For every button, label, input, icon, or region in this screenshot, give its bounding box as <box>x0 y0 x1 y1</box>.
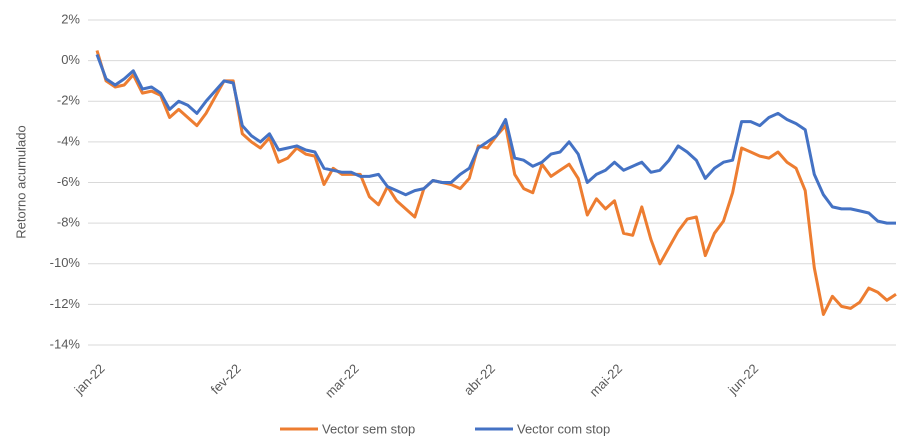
x-tick-label: mai-22 <box>586 361 625 400</box>
y-tick-label: -8% <box>57 215 81 230</box>
y-tick-label: -14% <box>50 336 81 351</box>
legend-label: Vector sem stop <box>322 421 415 436</box>
line-series <box>95 53 896 225</box>
y-tick-label: -6% <box>57 174 81 189</box>
y-tick-label: -12% <box>50 296 81 311</box>
x-tick-label: jan-22 <box>71 361 108 398</box>
x-tick-label: fev-22 <box>208 361 244 397</box>
y-tick-label: -2% <box>57 93 81 108</box>
y-tick-label: -4% <box>57 133 81 148</box>
y-tick-label: 2% <box>61 11 80 26</box>
legend-label: Vector com stop <box>517 421 610 436</box>
y-axis-title: Retorno acumulado <box>13 125 28 238</box>
x-tick-label: jun-22 <box>724 361 761 398</box>
y-tick-label: 0% <box>61 52 80 67</box>
y-tick-label: -10% <box>50 255 81 270</box>
x-tick-label: abr-22 <box>461 361 498 398</box>
x-tick-label: mar-22 <box>322 361 362 401</box>
